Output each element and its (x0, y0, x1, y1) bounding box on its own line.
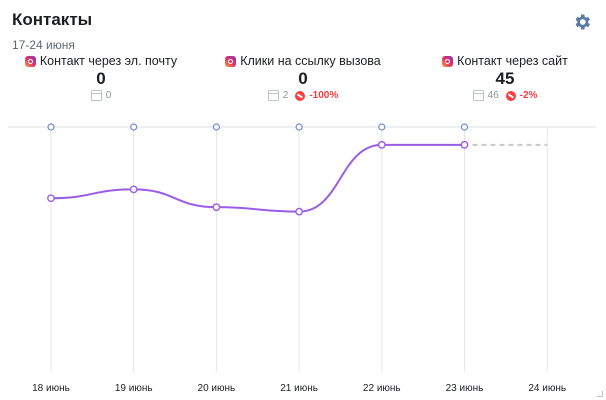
instagram-icon (24, 55, 36, 67)
resize-handle[interactable] (597, 391, 603, 397)
data-point (47, 194, 55, 203)
decrease-icon (295, 90, 306, 101)
instagram-icon (442, 55, 454, 67)
metric-previous: 2 (282, 90, 289, 101)
metric-value: 0 (96, 69, 106, 88)
axis-marker (130, 123, 138, 131)
data-point (460, 140, 469, 149)
data-point (212, 203, 221, 212)
metric-label: Клики на ссылку вызова (240, 54, 381, 68)
gear-icon[interactable] (572, 12, 592, 32)
x-tick-label: 20 июнь (198, 383, 236, 394)
x-tick-label: 18 июнь (32, 383, 70, 394)
date-range: 17-24 июня (12, 38, 75, 52)
x-tick-label: 22 июнь (363, 383, 401, 394)
axis-marker (212, 123, 220, 131)
decrease-icon (505, 90, 516, 101)
axis-marker (378, 123, 386, 131)
axis-marker (47, 123, 55, 131)
metric-value: 45 (495, 69, 515, 88)
metric-call-clicks: Клики на ссылку вызова 0 2 -100% (213, 54, 393, 101)
x-tick-label: 19 июнь (115, 383, 153, 394)
x-tick-label: 23 июнь (446, 383, 484, 394)
data-point (377, 140, 386, 149)
instagram-icon (225, 55, 237, 67)
metric-website-contacts: Контакт через сайт 45 46 -2% (415, 54, 595, 101)
metric-change: -100% (309, 90, 339, 101)
calendar-icon (90, 90, 102, 101)
x-tick-label: 21 июнь (280, 383, 318, 394)
x-tick-label: 24 июнь (528, 383, 566, 394)
series-line (50, 143, 465, 213)
calendar-icon (472, 90, 484, 101)
axis-marker (295, 123, 303, 131)
metric-previous: 0 (105, 90, 112, 101)
calendar-icon (267, 90, 279, 101)
metric-label: Контакт через сайт (457, 54, 568, 68)
data-point (129, 185, 138, 194)
axis-marker (460, 123, 469, 131)
metric-label: Контакт через эл. почту (39, 54, 178, 68)
metric-previous: 46 (487, 90, 499, 101)
metric-email-contacts: Контакт через эл. почту 0 0 (11, 54, 191, 101)
card-title: Контакты (12, 10, 93, 29)
metric-change: -2% (519, 90, 538, 101)
metric-value: 0 (298, 69, 308, 88)
data-point (295, 207, 303, 216)
